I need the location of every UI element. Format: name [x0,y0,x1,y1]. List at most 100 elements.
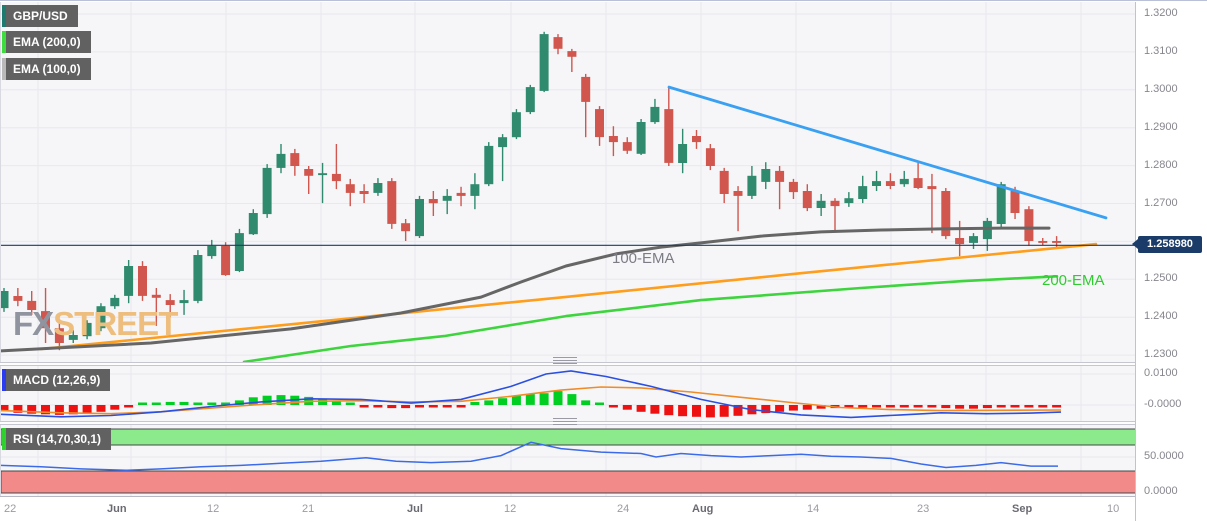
price-tick-label: 1.3000 [1144,82,1178,95]
ema100-legend[interactable]: EMA (100,0) [2,58,91,80]
macd-bar-negative [41,405,50,415]
macd-bar-negative [387,405,397,409]
macd-histogram [1,391,1062,418]
macd-bar-negative [858,405,868,408]
candle-up [276,153,286,168]
rsi-panel[interactable] [0,425,1135,496]
candle-up [996,184,1006,224]
macd-bar-negative [982,405,992,409]
candle-down [733,191,743,196]
candle-up [761,169,771,182]
macd-bar-negative [456,405,466,408]
candle-down [1038,241,1048,243]
time-axis[interactable]: 22 Jun 12 21 Jul 12 24 Aug 14 23 Sep 10 [0,496,1135,521]
candle-up [470,184,480,196]
macd-bar-negative [1,405,9,412]
symbol-label: GBP/USD [13,9,68,23]
macd-panel[interactable] [0,366,1135,421]
candle-down [788,181,798,193]
macd-bar-negative [678,405,688,417]
price-tick-label: 1.3200 [1144,7,1178,19]
macd-bar-positive [165,401,175,405]
rsi-tick-label: 50.0000 [1144,450,1184,462]
time-tick-label: Jun [107,503,127,515]
time-tick-label: 23 [917,503,930,515]
candle-up [82,322,92,337]
candle-down [359,191,369,194]
candle-up [650,106,660,123]
candle-down [913,178,923,188]
pane-resize-handle-icon[interactable] [553,357,577,364]
candle-up [318,173,328,176]
macd-bar-negative [359,405,369,408]
macd-bar-positive [581,400,591,406]
candle-down [692,136,701,143]
price-tick-label: 1.2400 [1144,310,1178,323]
macd-bar-negative [124,405,134,408]
candle-up [969,236,978,243]
macd-bar-positive [595,402,604,405]
candle-down [941,191,951,237]
macd-bar-negative [802,405,812,410]
macd-bar-positive [331,401,341,405]
ema100-line [1,226,1051,353]
trendline[interactable] [667,85,1108,220]
candle-up [511,112,521,138]
macd-bar-negative [1052,405,1062,408]
macd-bar-positive [138,402,147,405]
macd-bar-positive [567,394,577,405]
ema200-accent-bar [2,31,6,53]
candle-down [830,200,840,207]
macd-bar-negative [442,405,452,408]
macd-bar-negative [969,405,978,409]
rsi-oversold-band [1,470,1135,494]
time-tick-label: Aug [692,503,714,515]
macd-bar-positive [193,402,203,405]
symbol-legend[interactable]: GBP/USD [2,5,78,27]
ema100-accent-bar [2,58,6,80]
time-tick-label: 21 [302,503,315,515]
macd-bar-negative [941,405,951,409]
last-price-badge: 1.258980 [1132,236,1202,254]
price-tick-label: 1.2800 [1144,158,1178,171]
candle-down [165,300,175,305]
candle-up [872,181,881,186]
pane-resize-handle-icon[interactable] [553,418,577,425]
ema200-legend[interactable]: EMA (200,0) [2,31,91,53]
time-tick-label: 14 [807,503,820,515]
macd-bar-negative [96,405,106,412]
candle-up [636,122,646,154]
macd-bar-negative [13,405,23,413]
macd-bar-negative [705,405,715,418]
candle-up [179,300,189,304]
macd-bar-negative [872,405,881,408]
candle-down [331,173,341,182]
macd-accent-bar [2,369,6,391]
macd-bar-positive [484,400,494,406]
rsi-indicator-legend[interactable]: RSI (14,70,30,1) [2,428,112,450]
candle-up [96,306,106,329]
price-tick-label: 1.3100 [1144,44,1178,57]
candle-down [581,76,591,102]
price-panel[interactable] [0,2,1135,362]
macd-tick-label: -0.0000 [1144,398,1182,410]
macd-bar-negative [54,405,64,415]
macd-bar-negative [996,405,1006,408]
candle-up [525,87,535,113]
candle-up [193,255,203,301]
candle-up [747,175,757,196]
macd-indicator-legend[interactable]: MACD (12,26,9) [2,369,111,391]
candle-down [885,181,895,186]
price-axis[interactable]: 1.258980 1.3200 1.3100 1.3000 1.2900 1.2800 1… [1132,2,1207,521]
time-tick-label: 12 [504,503,517,515]
macd-bar-positive [498,398,508,405]
price-tick-label: 1.2700 [1144,196,1178,209]
rsi-overbought-band [1,428,1135,446]
macd-bar-positive [262,395,272,405]
macd-bar-negative [650,405,660,414]
macd-bar-negative [1038,405,1048,408]
candle-down [608,136,618,143]
candle-down [622,142,632,151]
time-tick-label: Sep [1012,503,1033,515]
macd-bar-negative [82,405,92,414]
